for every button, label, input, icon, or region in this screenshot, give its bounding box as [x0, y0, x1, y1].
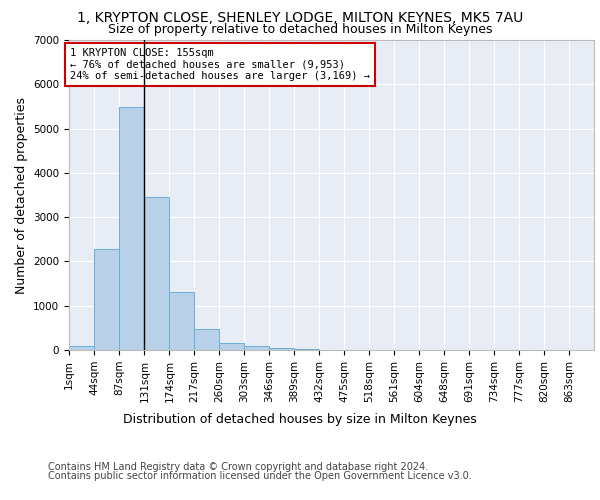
Bar [69, 346, 94, 350]
Text: Distribution of detached houses by size in Milton Keynes: Distribution of detached houses by size … [123, 412, 477, 426]
Text: 1, KRYPTON CLOSE, SHENLEY LODGE, MILTON KEYNES, MK5 7AU: 1, KRYPTON CLOSE, SHENLEY LODGE, MILTON … [77, 11, 523, 25]
Bar [194, 329, 219, 350]
Bar [169, 292, 194, 350]
Bar [269, 348, 294, 350]
Bar [244, 346, 269, 350]
Text: Contains public sector information licensed under the Open Government Licence v3: Contains public sector information licen… [48, 471, 472, 481]
Text: 1 KRYPTON CLOSE: 155sqm
← 76% of detached houses are smaller (9,953)
24% of semi: 1 KRYPTON CLOSE: 155sqm ← 76% of detache… [70, 48, 370, 81]
Y-axis label: Number of detached properties: Number of detached properties [14, 96, 28, 294]
Bar [94, 249, 119, 350]
Bar [145, 197, 169, 350]
Bar [219, 343, 244, 350]
Text: Size of property relative to detached houses in Milton Keynes: Size of property relative to detached ho… [108, 22, 492, 36]
Bar [294, 349, 319, 350]
Bar [119, 108, 144, 350]
Text: Contains HM Land Registry data © Crown copyright and database right 2024.: Contains HM Land Registry data © Crown c… [48, 462, 428, 472]
